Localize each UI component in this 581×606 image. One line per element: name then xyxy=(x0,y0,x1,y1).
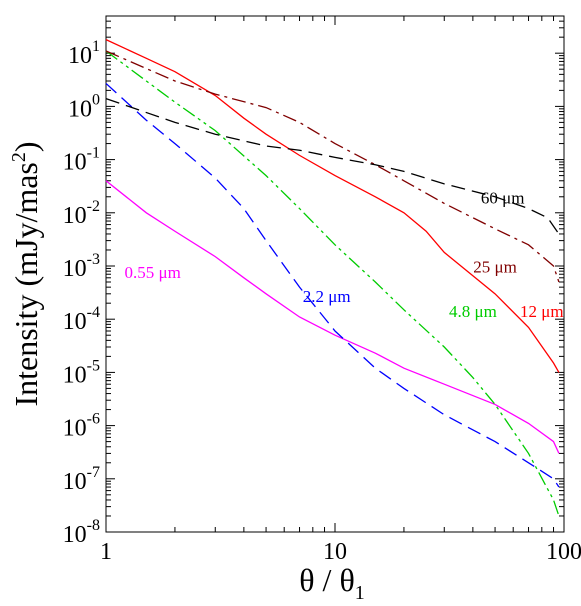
series-label-0: 0.55 μm xyxy=(125,263,181,282)
axis-ticks xyxy=(105,15,565,533)
y-tick-label: 10-3 xyxy=(63,251,100,282)
series-line-3 xyxy=(105,39,560,373)
series-line-0 xyxy=(105,180,560,454)
x-tick-label: 10 xyxy=(323,539,347,565)
y-tick-label: 10-5 xyxy=(63,357,100,388)
series-label-2: 4.8 μm xyxy=(449,302,497,321)
series-labels: 0.55 μm 2.2 μm 4.8 μm 12 μm 25 μm 60 μm xyxy=(125,188,564,321)
y-axis-title: Intensity (mJy/mas2) xyxy=(8,141,44,406)
x-tick-label: 1 xyxy=(100,539,112,565)
series-line-1 xyxy=(105,82,560,488)
tick-labels: 101 100 10-1 10-2 10-3 10-4 10-5 10-6 10-7 10-81 1… xyxy=(63,38,581,565)
series-line-5 xyxy=(105,97,560,235)
series-line-2 xyxy=(105,50,560,517)
y-tick-label: 10-4 xyxy=(63,304,100,335)
series-group xyxy=(105,39,560,517)
series-line-4 xyxy=(105,50,560,283)
y-tick-label: 10-7 xyxy=(63,464,100,495)
series-label-5: 60 μm xyxy=(481,188,525,207)
y-tick-label: 101 xyxy=(68,38,100,69)
series-label-3: 12 μm xyxy=(520,302,564,321)
x-axis-title: θ / θ1 xyxy=(299,562,365,604)
series-label-4: 25 μm xyxy=(473,258,517,277)
x-tick-label: 100 xyxy=(546,539,581,565)
y-tick-label: 10-2 xyxy=(63,198,100,229)
y-tick-label: 10-8 xyxy=(63,517,100,548)
series-label-1: 2.2 μm xyxy=(303,287,351,306)
y-tick-label: 10-1 xyxy=(63,145,100,176)
y-tick-label: 100 xyxy=(68,91,100,122)
y-tick-label: 10-6 xyxy=(63,411,100,442)
